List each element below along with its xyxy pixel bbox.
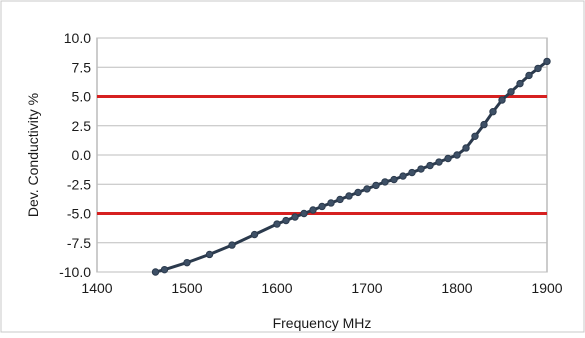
data-point <box>507 88 515 96</box>
x-tick-label: 1900 <box>531 280 562 296</box>
y-tick-labels: 10.0 7.5 5.0 2.5 0.0 -2.5 -5.0 -7.5 -10.0 <box>59 30 91 280</box>
data-point <box>183 258 191 267</box>
data-point <box>363 185 371 193</box>
data-point <box>151 268 160 276</box>
data-point <box>399 172 407 180</box>
y-tick-label: 2.5 <box>72 118 92 134</box>
y-tick-label: -2.5 <box>67 176 91 192</box>
x-axis-title: Frequency MHz <box>273 315 372 331</box>
x-tick-label: 1500 <box>171 280 202 296</box>
series-group <box>151 57 551 276</box>
data-point <box>336 195 344 204</box>
data-point <box>381 178 389 186</box>
data-point <box>390 175 398 184</box>
y-tick-label: -10.0 <box>59 264 91 280</box>
y-tick-label: -7.5 <box>67 235 91 251</box>
data-point <box>228 241 236 249</box>
data-point <box>426 161 434 170</box>
x-tick-label: 1600 <box>261 280 292 296</box>
data-point <box>489 108 497 116</box>
reference-lines <box>97 95 547 215</box>
data-point <box>435 158 443 166</box>
data-point <box>327 199 335 207</box>
x-tick-label: 1700 <box>351 280 382 296</box>
data-point <box>354 188 362 197</box>
data-point <box>453 151 461 159</box>
data-point <box>372 181 380 190</box>
data-point <box>462 144 470 152</box>
data-point <box>408 168 416 177</box>
data-point <box>480 120 488 129</box>
data-point <box>543 57 551 66</box>
data-point <box>273 220 281 228</box>
y-tick-label: -5.0 <box>67 206 91 222</box>
data-point <box>291 213 299 221</box>
data-point <box>417 165 425 173</box>
y-tick-label: 0.0 <box>72 147 92 163</box>
data-point <box>300 209 308 218</box>
data-point <box>498 96 506 104</box>
data-point <box>250 230 259 239</box>
x-tick-labels: 1400 1500 1600 1700 1800 1900 <box>81 280 562 296</box>
y-tick-label: 5.0 <box>72 89 92 105</box>
data-point <box>205 250 214 259</box>
data-point <box>525 71 533 80</box>
y-axis-title: Dev. Conductivity % <box>25 93 41 217</box>
data-point <box>345 192 353 200</box>
data-point <box>309 206 317 214</box>
x-tick-label: 1800 <box>441 280 472 296</box>
data-point <box>318 202 326 211</box>
x-tick-label: 1400 <box>81 280 112 296</box>
y-tick-label: 10.0 <box>64 30 91 46</box>
data-point <box>516 79 524 88</box>
data-point <box>534 64 542 73</box>
y-tick-label: 7.5 <box>72 59 92 75</box>
data-point <box>282 216 290 225</box>
data-point <box>444 154 452 163</box>
data-point <box>471 132 479 140</box>
data-point <box>160 265 169 274</box>
